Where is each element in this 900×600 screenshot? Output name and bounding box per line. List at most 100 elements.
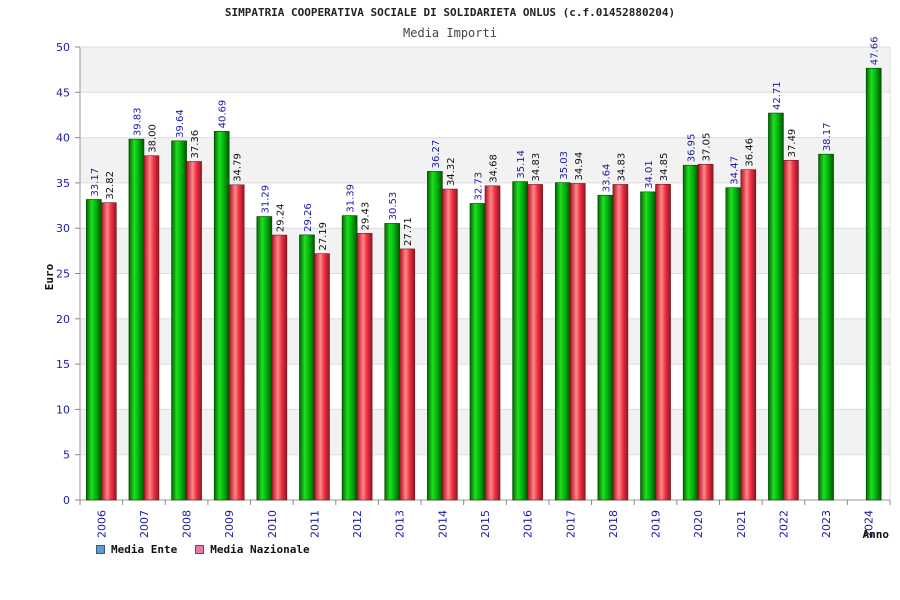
data-label-media-ente: 36.27 [431,140,442,169]
bar-media-ente [682,164,699,501]
bar-media-nazionale [783,160,799,501]
data-label-media-ente: 36.95 [687,134,698,163]
bar-media-ente [86,199,102,501]
legend-label: Media Nazionale [210,543,310,556]
x-tick-label: 2007 [138,510,151,538]
x-tick-label: 2012 [351,510,364,538]
y-tick-label: 40 [56,132,70,145]
bar-media-nazionale [143,155,160,501]
y-tick-label: 5 [63,449,70,462]
bar-media-nazionale [399,248,416,501]
data-label-media-ente: 40.69 [218,100,229,129]
data-label-media-ente: 32.73 [474,172,485,201]
data-label-media-ente: 30.53 [388,192,399,221]
bar-media-nazionale [612,184,629,501]
bar-media-ente [427,171,443,501]
y-tick-label: 35 [56,177,70,190]
data-label-media-ente: 31.29 [260,185,271,214]
bar-media-nazionale [101,202,117,501]
data-label-media-nazionale: 34.79 [233,153,244,182]
data-label-media-nazionale: 37.49 [787,129,798,158]
x-tick-label: 2021 [735,510,748,538]
bar-media-ente [512,181,528,501]
x-tick-label: 2010 [266,510,279,538]
bar-media-nazionale [740,169,757,501]
data-label-media-nazionale: 34.68 [489,154,500,183]
data-label-media-ente: 33.17 [90,168,101,197]
data-label-media-ente: 29.26 [303,203,314,232]
bar-media-ente [256,216,273,501]
legend-label: Media Ente [111,543,178,556]
x-tick-label: 2024 [863,510,876,538]
bar-media-nazionale [228,184,245,501]
data-label-media-nazionale: 34.83 [531,153,542,182]
legend-item-media-ente: Media Ente [96,543,177,556]
y-tick-label: 0 [63,494,70,507]
data-label-media-nazionale: 34.94 [574,152,585,181]
x-tick-label: 2019 [650,510,663,538]
y-tick-label: 20 [56,313,70,326]
data-label-media-nazionale: 29.43 [361,202,372,231]
data-label-media-nazionale: 37.05 [702,133,713,162]
bar-media-nazionale [442,188,458,501]
bar-media-nazionale [356,233,373,501]
x-tick-label: 2008 [181,510,194,538]
y-tick-label: 15 [56,358,70,371]
y-tick-label: 25 [56,268,70,281]
bar-media-ente [128,138,145,501]
data-label-media-nazionale: 34.85 [659,153,670,182]
x-tick-label: 2023 [820,510,833,538]
tick-labels: 0 5 10 15 20 25 30 35 40 45 50 2006 2007 2008 2009 2010… [56,41,876,538]
bar-media-ente [865,67,882,501]
bar-media-nazionale [569,183,586,501]
data-label-media-nazionale: 36.46 [744,138,755,167]
grid-band [80,92,890,138]
x-tick-label: 2006 [95,510,108,538]
x-tick-label: 2014 [436,510,449,538]
x-tick-label: 2017 [564,510,577,538]
data-label-media-ente: 35.03 [559,151,570,180]
data-label-media-ente: 35.14 [516,150,527,179]
bar-media-nazionale [484,185,501,501]
x-tick-label: 2016 [522,510,535,538]
y-tick-label: 30 [56,222,70,235]
data-label-media-nazionale: 34.83 [616,153,627,182]
legend-swatch-blue [96,545,105,554]
bar-media-ente [818,153,834,501]
x-tick-label: 2015 [479,510,492,538]
x-tick-label: 2022 [777,510,790,538]
bar-media-ente [725,187,742,501]
x-tick-label: 2013 [394,510,407,538]
x-tick-label: 2018 [607,510,620,538]
data-label-media-nazionale: 27.19 [318,222,329,251]
data-label-media-ente: 39.64 [175,109,186,138]
grid-band [80,47,890,93]
data-label-media-nazionale: 32.82 [105,171,116,200]
data-label-media-nazionale: 34.32 [446,157,457,186]
data-label-media-ente: 31.39 [346,184,357,213]
x-tick-label: 2011 [308,510,321,538]
x-tick-label: 2009 [223,510,236,538]
bar-media-ente [597,194,614,501]
bar-media-ente [171,140,187,501]
data-labels: 33.17 32.82 39.83 38.00 39.64 37.36 40.69 34.79… [90,37,881,251]
bar-media-ente [640,191,656,501]
chart-subtitle: Media Importi [403,26,497,40]
data-label-media-nazionale: 29.24 [275,203,286,232]
bar-media-nazionale [314,253,330,501]
bar-media-nazionale [655,183,671,501]
bar-media-ente [341,215,358,501]
bar-media-nazionale [527,184,543,501]
legend-item-media-nazionale: Media Nazionale [195,543,310,556]
data-label-media-ente: 38.17 [822,123,833,152]
bar-media-ente [768,112,784,501]
y-tick-label: 50 [56,41,70,54]
y-axis-label: Euro [43,263,56,290]
x-tick-label: 2020 [692,510,705,538]
data-label-media-ente: 39.83 [132,107,143,136]
bar-media-nazionale [186,161,202,501]
data-label-media-nazionale: 27.71 [403,217,414,246]
bar-media-ente [299,234,315,501]
bar-media-nazionale [271,234,288,501]
bar-media-ente [213,131,230,501]
